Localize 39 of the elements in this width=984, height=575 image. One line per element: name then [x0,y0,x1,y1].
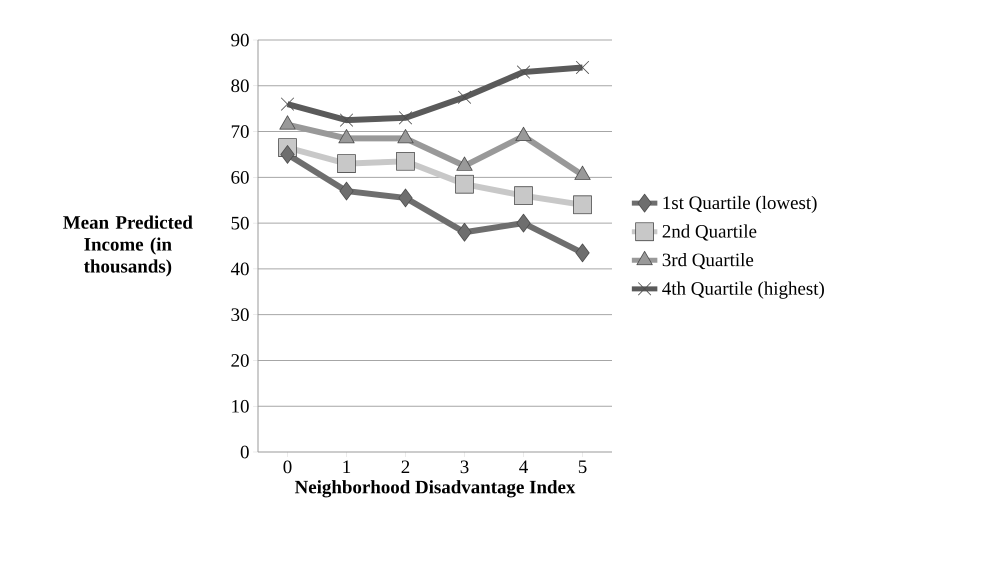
point [575,244,590,262]
y-tick-label: 50 [232,216,249,230]
point [280,145,295,164]
point [516,214,531,232]
x-tick-label: 1 [343,460,350,473]
y-tick-label: 30 [231,308,249,322]
x-tick-label: 3 [460,460,468,474]
point [573,195,592,214]
point [455,174,474,194]
legend-label: 4th Quartile (highest) [662,282,824,299]
point [337,154,356,173]
y-tick-label: 60 [231,170,249,184]
x-tick-label: 4 [519,460,528,473]
y-axis-title: Mean Predicted Income (in thousands) [63,216,193,276]
point [576,60,590,74]
y-tick-label: 0 [240,446,249,458]
y-tick-label: 10 [232,400,249,413]
point [396,152,415,171]
y-tick-label: 90 [231,34,249,46]
legend-label: 1st Quartile (lowest) [663,196,817,213]
point [340,113,354,127]
x-tick-label: 5 [578,460,586,474]
point [398,188,413,208]
y-tick-label: 70 [232,125,249,138]
x-tick-label: 2 [402,460,410,474]
point [516,65,530,79]
point [398,111,412,125]
point [458,90,472,104]
point [339,182,354,200]
point [280,97,294,111]
point [457,222,472,242]
point [514,186,533,206]
legend-label: 2nd Quartile [662,224,756,241]
y-tick-label: 40 [230,262,249,276]
x-tick-label: 0 [283,460,292,474]
y-tick-label: 20 [231,354,249,367]
legend-label: 3rd Quartile [662,252,754,270]
y-tick-label: 80 [231,79,249,92]
x-axis-title: Neighborhood Disadvantage Index [294,480,576,498]
